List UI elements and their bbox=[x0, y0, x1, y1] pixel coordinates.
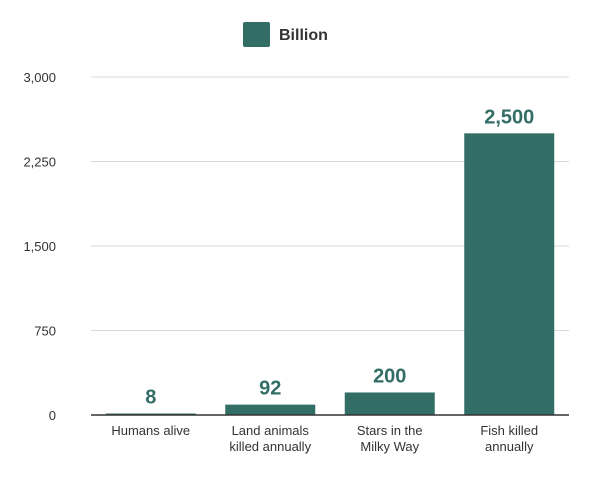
y-tick-label: 750 bbox=[34, 324, 56, 339]
data-label: 8 bbox=[145, 387, 156, 409]
bar-3 bbox=[344, 392, 435, 415]
x-tick-label: Humans alive bbox=[111, 423, 190, 438]
x-tick-label: Land animals killed annually bbox=[229, 423, 311, 454]
data-label: 2,500 bbox=[484, 106, 534, 128]
x-tick-label: Fish killed annually bbox=[480, 423, 538, 454]
data-label: 200 bbox=[373, 365, 406, 387]
legend: Billion bbox=[243, 22, 328, 47]
x-tick-label-line: Milky Way bbox=[360, 439, 419, 454]
x-tick-label: Stars in the Milky Way bbox=[357, 423, 423, 454]
bar-2 bbox=[225, 404, 316, 415]
x-axis-tick-labels: Humans alive Land animals killed annually S… bbox=[111, 423, 538, 454]
x-tick-label-line: Stars in the bbox=[357, 423, 423, 438]
x-tick-label-line: annually bbox=[485, 439, 534, 454]
data-labels: 8 92 200 2,500 bbox=[145, 106, 534, 408]
x-tick-label-line: killed annually bbox=[229, 439, 311, 454]
y-tick-label: 0 bbox=[49, 408, 56, 423]
x-tick-label-line: Land animals bbox=[232, 423, 310, 438]
y-tick-label: 1,500 bbox=[23, 239, 56, 254]
x-tick-label-line: Fish killed bbox=[480, 423, 538, 438]
legend-swatch bbox=[243, 22, 270, 47]
bar-4 bbox=[464, 133, 555, 416]
x-tick-label-line: Humans alive bbox=[111, 423, 190, 438]
legend-label-billion: Billion bbox=[279, 27, 328, 44]
y-tick-label: 3,000 bbox=[23, 70, 56, 85]
y-tick-label: 2,250 bbox=[23, 155, 56, 170]
data-label: 92 bbox=[259, 378, 281, 400]
y-axis-tick-labels: 0 750 1,500 2,250 3,000 bbox=[23, 70, 56, 423]
bars bbox=[105, 133, 555, 416]
